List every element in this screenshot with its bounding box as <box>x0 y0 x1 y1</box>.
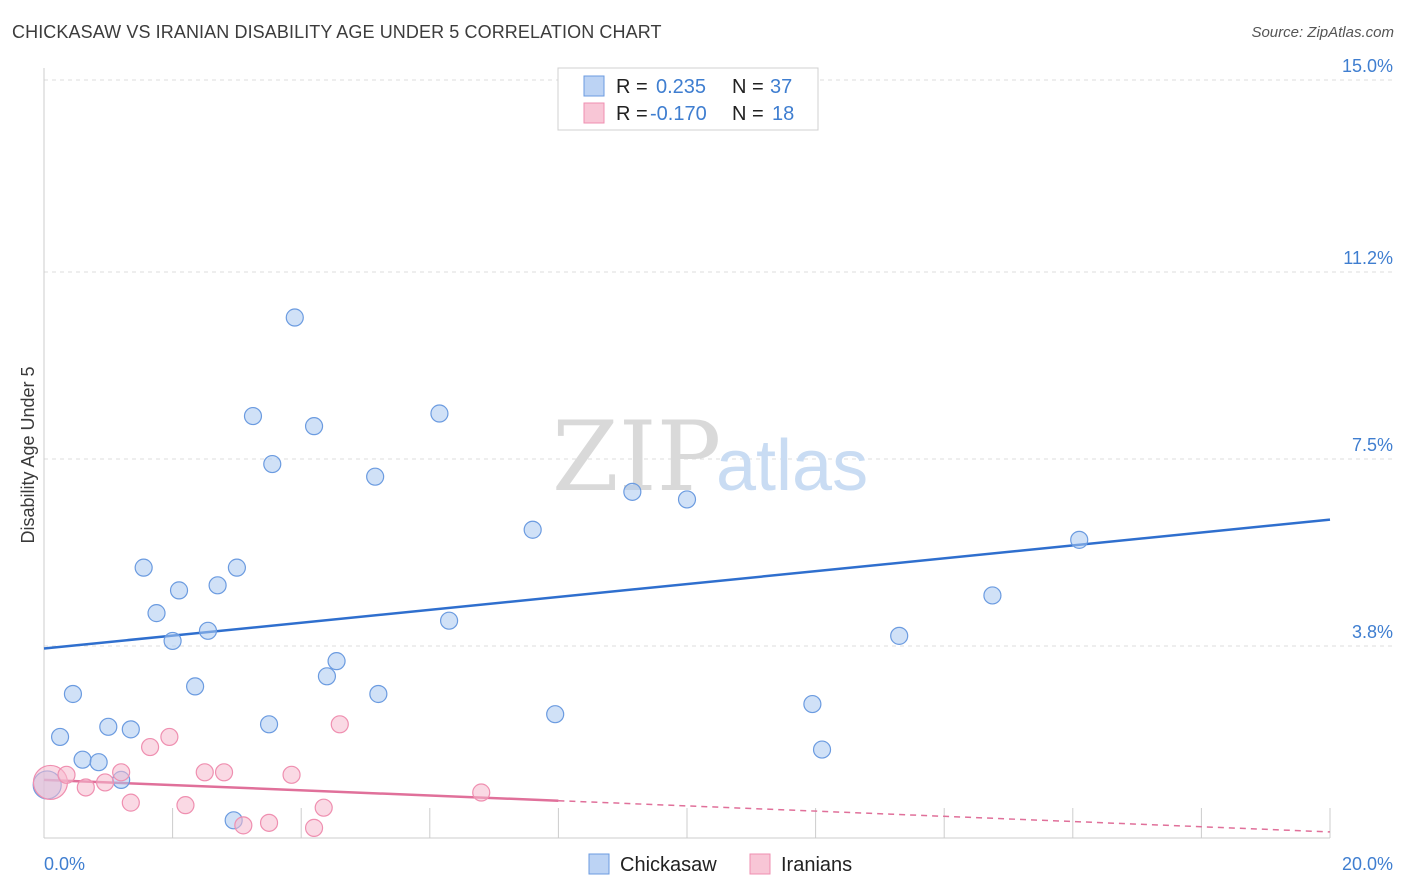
legend-swatch-iranians <box>583 102 605 124</box>
legend-swatch-chickasaw <box>583 75 605 97</box>
point-iranians-11 <box>234 816 253 835</box>
point-iranians-2 <box>76 778 95 797</box>
point-iranians-1 <box>57 765 76 784</box>
legend-n-value-2: 18 <box>772 103 794 125</box>
point-chickasaw-22 <box>317 667 337 686</box>
legend-r-label-1: R = <box>616 76 648 98</box>
x-tick-label-0: 0.0% <box>44 854 85 874</box>
point-chickasaw-26 <box>439 611 459 630</box>
series-label-iranians: Iranians <box>781 854 852 876</box>
point-iranians-16 <box>330 715 349 734</box>
trend-line-iranians-extension <box>558 799 1331 833</box>
point-chickasaw-14 <box>208 576 227 595</box>
point-chickasaw-3 <box>73 750 92 769</box>
y-tick-label-2: 11.2% <box>1343 248 1393 268</box>
legend-n-value-1: 37 <box>770 76 792 98</box>
x-tick-label-1: 20.0% <box>1342 854 1393 874</box>
point-chickasaw-4 <box>89 753 108 772</box>
point-iranians-6 <box>140 737 160 757</box>
point-chickasaw-20 <box>285 308 304 327</box>
grid <box>44 79 1392 647</box>
source-label: Source: ZipAtlas.com <box>1251 24 1394 41</box>
point-chickasaw-30 <box>623 482 642 501</box>
point-iranians-12 <box>259 813 279 832</box>
trend-lines <box>43 518 1331 833</box>
point-chickasaw-16 <box>227 558 246 577</box>
y-tick-label-0: 3.8% <box>1352 622 1393 642</box>
point-chickasaw-33 <box>812 740 832 759</box>
point-chickasaw-31 <box>677 490 697 509</box>
point-chickasaw-29 <box>546 705 565 724</box>
point-iranians-15 <box>314 798 333 817</box>
trend-line-iranians <box>43 778 559 802</box>
point-chickasaw-1 <box>50 727 70 747</box>
legend-r-value-1: 0.235 <box>656 76 706 98</box>
y-axis-label: Disability Age Under 5 <box>18 366 38 543</box>
y-tick-label-1: 7.5% <box>1352 435 1393 455</box>
point-chickasaw-28 <box>523 520 542 539</box>
legend-r-label-2: R = <box>616 103 648 125</box>
point-chickasaw-25 <box>369 684 388 704</box>
point-chickasaw-7 <box>121 720 140 739</box>
y-tick-label-3: 15.0% <box>1342 56 1393 76</box>
legend-n-label-2: N = <box>732 103 764 125</box>
point-chickasaw-27 <box>430 404 449 423</box>
point-chickasaw-32 <box>803 694 822 714</box>
point-chickasaw-36 <box>1070 530 1089 549</box>
chart-title: CHICKASAW VS IRANIAN DISABILITY AGE UNDE… <box>12 22 662 42</box>
point-chickasaw-35 <box>983 586 1002 605</box>
series-label-chickasaw: Chickasaw <box>620 854 717 876</box>
point-iranians-17 <box>472 783 491 802</box>
point-chickasaw-9 <box>147 604 166 623</box>
point-chickasaw-18 <box>259 715 279 734</box>
watermark: ZIP atlas <box>552 401 868 513</box>
data-points <box>32 308 1089 837</box>
point-iranians-8 <box>176 796 195 815</box>
point-iranians-9 <box>195 763 214 782</box>
point-chickasaw-10 <box>163 631 182 651</box>
series-swatch-chickasaw <box>588 853 610 875</box>
point-iranians-4 <box>112 763 131 782</box>
point-chickasaw-8 <box>134 558 153 577</box>
watermark-atlas: atlas <box>716 426 868 506</box>
point-iranians-10 <box>214 763 234 782</box>
x-tick-labels: 0.0% 20.0% <box>44 808 1393 874</box>
point-chickasaw-21 <box>304 417 324 436</box>
legend-r-value-2: -0.170 <box>650 103 707 125</box>
point-iranians-14 <box>304 818 324 837</box>
point-iranians-3 <box>95 773 115 792</box>
trend-line-chickasaw <box>43 518 1331 650</box>
stats-legend: R = 0.235 N = 37 R = -0.170 N = 18 <box>557 67 819 131</box>
point-chickasaw-34 <box>890 626 909 645</box>
legend-n-label-1: N = <box>732 76 764 98</box>
point-chickasaw-23 <box>327 652 346 671</box>
y-tick-labels: 3.8% 7.5% 11.2% 15.0% <box>1342 56 1393 642</box>
point-iranians-5 <box>121 793 140 812</box>
point-chickasaw-5 <box>99 717 118 736</box>
series-legend: Chickasaw Iranians <box>588 853 852 876</box>
point-chickasaw-11 <box>169 581 189 600</box>
point-chickasaw-24 <box>366 467 385 486</box>
point-chickasaw-12 <box>186 677 205 696</box>
point-chickasaw-13 <box>198 621 218 640</box>
point-iranians-7 <box>160 727 179 747</box>
point-chickasaw-17 <box>243 406 263 426</box>
point-chickasaw-2 <box>63 684 83 704</box>
point-iranians-13 <box>282 765 301 784</box>
series-swatch-iranians <box>749 853 771 875</box>
point-chickasaw-19 <box>263 454 282 474</box>
